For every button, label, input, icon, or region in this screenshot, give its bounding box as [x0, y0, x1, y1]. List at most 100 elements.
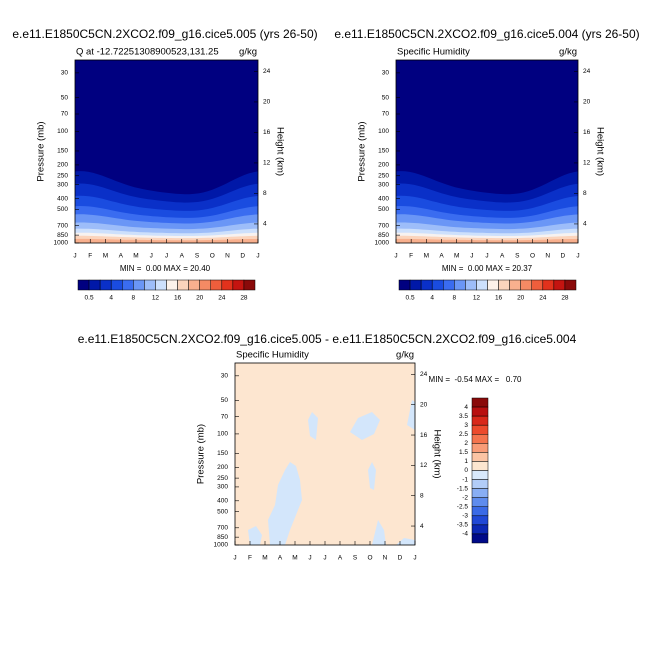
y-tick-label: 1000 [54, 240, 69, 247]
colorbar-label: 16 [174, 295, 182, 302]
colorbar-box [542, 279, 555, 291]
y-tick-label: 50 [382, 94, 390, 101]
y-tick-label: 100 [57, 128, 68, 135]
colorbar-box [471, 452, 489, 462]
y-tick-label: 70 [382, 111, 390, 118]
y-tick-label: 150 [57, 148, 68, 155]
colorbar-box [471, 524, 489, 535]
y-tick-label: 400 [378, 195, 389, 202]
y2-tick-label: 4 [420, 523, 424, 530]
x-tick-label: S [195, 253, 200, 260]
x-tick-label: D [240, 253, 245, 260]
y-tick-label: 250 [57, 172, 68, 179]
x-tick-label: J [308, 555, 311, 562]
contour-band [372, 520, 386, 545]
x-tick-label: J [323, 555, 326, 562]
y2-tick-label: 12 [420, 462, 428, 469]
y-tick-label: 700 [57, 222, 68, 229]
colorbar-box [199, 279, 211, 291]
y-tick-label: 850 [378, 232, 389, 239]
y2-tick-label: 16 [420, 432, 428, 439]
y-tick-label: 250 [378, 172, 389, 179]
x-tick-label: J [394, 253, 397, 260]
y-tick-label: 100 [378, 128, 389, 135]
x-tick-label: A [439, 253, 444, 260]
y-tick-label: 200 [378, 162, 389, 169]
x-tick-label: J [150, 253, 153, 260]
x-tick-label: D [560, 253, 565, 260]
y-tick-label: 300 [57, 181, 68, 188]
colorbar-box [465, 279, 477, 291]
colorbar-box [99, 279, 112, 291]
colorbar-box [471, 515, 489, 526]
x-tick-label: D [398, 555, 403, 562]
colorbar-box [77, 279, 90, 291]
x-tick-label: J [256, 253, 259, 260]
y-axis-label: Pressure (mb) [36, 121, 47, 181]
x-tick-label: O [210, 253, 215, 260]
y2-tick-label: 24 [263, 68, 271, 75]
y-tick-label: 500 [57, 206, 68, 213]
y2-tick-label: 4 [583, 221, 587, 228]
colorbar-label: -3.5 [457, 522, 469, 529]
y-tick-label: 850 [217, 534, 228, 541]
colorbar-label: 1.5 [459, 449, 468, 456]
x-tick-label: S [515, 253, 520, 260]
x-tick-label: M [103, 253, 108, 260]
x-tick-label: F [409, 253, 413, 260]
x-tick-label: A [278, 555, 283, 562]
colorbar-box [398, 279, 411, 291]
y2-tick-label: 4 [263, 221, 267, 228]
colorbar-label: 0.5 [406, 295, 415, 302]
colorbar-label: -1 [462, 476, 468, 483]
x-tick-label: M [262, 555, 267, 562]
y2-tick-label: 24 [420, 371, 428, 378]
y-tick-label: 500 [217, 508, 228, 515]
colorbar-label: -3 [462, 513, 468, 520]
colorbar-box [188, 279, 200, 291]
colorbar-box [420, 279, 433, 291]
contour-band [407, 400, 415, 430]
y-axis-label: Pressure (mb) [357, 121, 368, 181]
colorbar-label: 4 [109, 295, 113, 302]
y-tick-label: 30 [382, 70, 390, 77]
y2-tick-label: 8 [263, 190, 267, 197]
colorbar-box [443, 279, 455, 291]
chart-title: e.e11.E1850C5CN.2XCO2.f09_g16.cice5.005 … [78, 332, 577, 346]
contour-plot [396, 60, 578, 243]
x-tick-label: N [545, 253, 550, 260]
colorbar-box [243, 279, 256, 291]
y2-tick-label: 20 [420, 401, 428, 408]
colorbar-box [471, 479, 489, 489]
colorbar-box [431, 279, 444, 291]
colorbar-box [520, 279, 532, 291]
contour-fill [235, 363, 415, 545]
colorbar-box [471, 506, 489, 517]
contour-plot [75, 60, 258, 243]
x-tick-label: A [500, 253, 505, 260]
y2-axis-label: Height (km) [431, 429, 442, 478]
contour-band [268, 462, 302, 545]
y2-axis-label: Height (km) [594, 127, 605, 176]
colorbar-label: 16 [495, 295, 503, 302]
y2-tick-label: 16 [263, 129, 271, 136]
x-tick-label: J [576, 253, 579, 260]
colorbar-label: 20 [196, 295, 204, 302]
y2-tick-label: 24 [583, 68, 591, 75]
y-tick-label: 300 [217, 484, 228, 491]
colorbar-box [487, 279, 499, 291]
subtitle: Q at -12.72251308900523,131.25 [76, 47, 219, 58]
x-tick-label: N [383, 555, 388, 562]
x-tick-label: S [353, 555, 358, 562]
stats: MIN = -0.54 MAX = 0.70 [429, 375, 522, 384]
y2-axis-label: Height (km) [274, 127, 285, 176]
y-tick-label: 70 [61, 111, 69, 118]
colorbar-box [144, 279, 156, 291]
colorbar-label: 28 [240, 295, 248, 302]
stats: MIN = 0.00 MAX = 20.37 [442, 264, 533, 273]
colorbar-box [471, 434, 489, 444]
colorbar-box [471, 443, 489, 453]
y2-tick-label: 8 [583, 190, 587, 197]
y2-tick-label: 20 [263, 99, 271, 106]
